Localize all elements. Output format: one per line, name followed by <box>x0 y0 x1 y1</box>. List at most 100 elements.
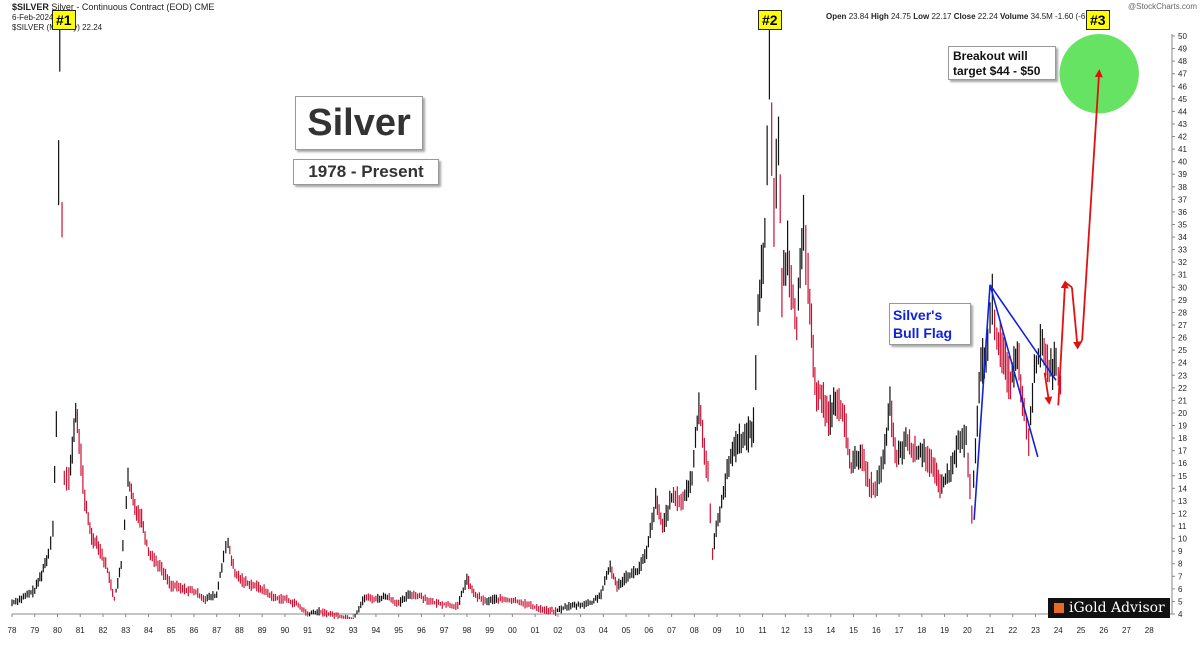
x-tick-label: 12 <box>781 626 790 635</box>
igold-advisor-logo: iGold Advisor <box>1048 598 1170 618</box>
x-tick-label: 92 <box>326 626 335 635</box>
x-tick-label: 24 <box>1054 626 1063 635</box>
x-tick-label: 17 <box>895 626 904 635</box>
projection-arrow <box>1076 339 1083 349</box>
y-tick-label: 12 <box>1178 509 1187 518</box>
ohlc-readout: Open 23.84 High 24.75 Low 22.17 Close 22… <box>826 12 1110 21</box>
y-tick-label: 6 <box>1178 585 1183 594</box>
x-tick-label: 87 <box>212 626 221 635</box>
chart-title-box: Silver <box>295 96 423 150</box>
x-tick-label: 19 <box>940 626 949 635</box>
x-tick-label: 26 <box>1099 626 1108 635</box>
x-tick-label: 20 <box>963 626 972 635</box>
x-tick-label: 79 <box>30 626 39 635</box>
x-tick-label: 05 <box>622 626 631 635</box>
close-value: 22.24 <box>977 12 998 21</box>
x-tick-label: 22 <box>1008 626 1017 635</box>
breakout-line-2: target $44 - $50 <box>953 64 1041 78</box>
y-tick-label: 32 <box>1178 258 1187 267</box>
x-tick-label: 93 <box>349 626 358 635</box>
x-tick-label: 78 <box>8 626 17 635</box>
projection-arrow <box>1057 280 1069 406</box>
x-tick-label: 86 <box>190 626 199 635</box>
logo-text: iGold Advisor <box>1069 600 1165 616</box>
x-tick-label: 27 <box>1122 626 1131 635</box>
x-tick-label: 94 <box>371 626 380 635</box>
bull-flag-upper-line <box>989 284 1057 381</box>
x-tick-label: 07 <box>667 626 676 635</box>
bull-flag-callout: Silver's Bull Flag <box>889 303 971 345</box>
y-tick-label: 36 <box>1178 208 1187 217</box>
x-tick-label: 81 <box>76 626 85 635</box>
low-label: Low <box>913 12 930 21</box>
source-credit: @StockCharts.com <box>1128 2 1198 11</box>
open-value: 23.84 <box>848 12 869 21</box>
y-tick-label: 24 <box>1178 359 1187 368</box>
x-tick-label: 84 <box>144 626 153 635</box>
x-tick-label: 11 <box>758 626 767 635</box>
y-tick-label: 28 <box>1178 308 1187 317</box>
x-tick-label: 02 <box>553 626 562 635</box>
chart-date: 6-Feb-2024 <box>12 13 54 22</box>
x-tick-label: 03 <box>576 626 585 635</box>
y-tick-label: 47 <box>1178 70 1187 79</box>
y-tick-label: 13 <box>1178 497 1187 506</box>
y-tick-label: 26 <box>1178 334 1187 343</box>
peak-marker-3: #3 <box>1086 10 1110 30</box>
chart-title: Silver <box>307 102 411 144</box>
volume-label: Volume <box>1000 12 1029 21</box>
projection-arrow <box>1071 287 1082 350</box>
y-tick-label: 42 <box>1178 133 1187 142</box>
x-tick-label: 01 <box>531 626 540 635</box>
y-tick-label: 14 <box>1178 484 1187 493</box>
y-tick-label: 41 <box>1178 145 1187 154</box>
x-tick-label: 82 <box>99 626 108 635</box>
x-tick-label: 88 <box>235 626 244 635</box>
y-tick-label: 17 <box>1178 447 1187 456</box>
y-tick-label: 23 <box>1178 371 1187 380</box>
x-tick-label: 18 <box>917 626 926 635</box>
y-tick-label: 8 <box>1178 560 1183 569</box>
x-tick-label: 90 <box>280 626 289 635</box>
x-tick-label: 98 <box>462 626 471 635</box>
y-tick-label: 5 <box>1178 597 1183 606</box>
y-tick-label: 34 <box>1178 233 1187 242</box>
high-value: 24.75 <box>890 12 911 21</box>
bull-flag-lower-line <box>973 284 1039 520</box>
chart-subtitle: 1978 - Present <box>308 162 424 181</box>
y-tick-label: 11 <box>1178 522 1187 531</box>
y-tick-label: 37 <box>1178 195 1187 204</box>
x-tick-label: 83 <box>121 626 130 635</box>
y-tick-label: 49 <box>1178 45 1187 54</box>
x-tick-label: 06 <box>644 626 653 635</box>
breakout-line-1: Breakout will <box>953 49 1028 63</box>
low-value: 22.17 <box>931 12 952 21</box>
high-label: High <box>870 12 889 21</box>
y-tick-label: 46 <box>1178 82 1187 91</box>
y-tick-label: 40 <box>1178 158 1187 167</box>
y-tick-label: 43 <box>1178 120 1187 129</box>
x-tick-label: 00 <box>508 626 517 635</box>
x-tick-label: 91 <box>303 626 312 635</box>
bull-flag-line-2: Bull Flag <box>893 325 953 341</box>
projection-arrow <box>1064 281 1073 289</box>
chart-subtitle-box: 1978 - Present <box>293 159 439 185</box>
x-tick-label: 16 <box>872 626 881 635</box>
y-tick-label: 22 <box>1178 384 1187 393</box>
x-tick-label: 80 <box>53 626 62 635</box>
x-tick-label: 14 <box>826 626 835 635</box>
y-tick-label: 35 <box>1178 220 1187 229</box>
volume-value: 34.5M <box>1030 12 1053 21</box>
bull-flag-line-1: Silver's <box>893 307 943 323</box>
x-tick-label: 09 <box>713 626 722 635</box>
close-label: Close <box>953 12 976 21</box>
chart-header-symbol: $SILVER Silver - Continuous Contract (EO… <box>12 2 214 12</box>
y-tick-label: 31 <box>1178 271 1187 280</box>
y-tick-label: 25 <box>1178 346 1187 355</box>
x-tick-label: 28 <box>1145 626 1154 635</box>
x-tick-label: 99 <box>485 626 494 635</box>
x-tick-label: 15 <box>849 626 858 635</box>
y-tick-label: 39 <box>1178 170 1187 179</box>
